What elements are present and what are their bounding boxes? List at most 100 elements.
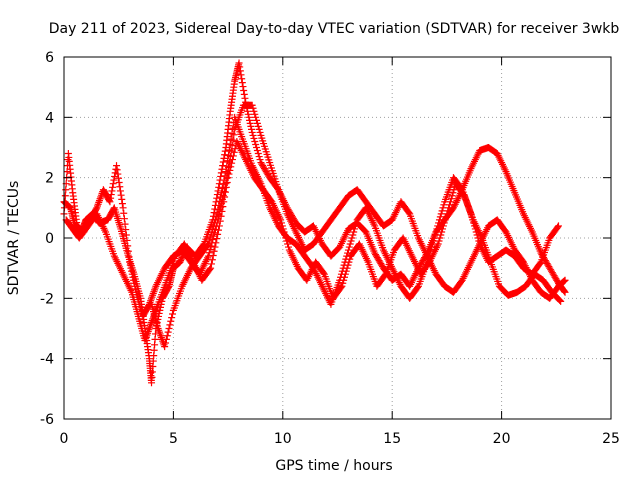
data-point (256, 128, 264, 136)
data-point (319, 269, 327, 277)
y-tick-label: 0 (45, 231, 54, 247)
data-point (241, 94, 249, 102)
data-point (116, 187, 124, 195)
data-point (223, 162, 231, 170)
data-point (350, 228, 358, 236)
data-point (220, 154, 228, 162)
data-point (163, 332, 171, 340)
data-point (228, 130, 236, 138)
data-point (348, 234, 356, 242)
data-point (251, 137, 259, 145)
data-point (109, 183, 117, 191)
data-point (217, 193, 225, 201)
data-point (277, 216, 285, 224)
data-point (122, 226, 130, 234)
data-point (126, 258, 134, 266)
data-point (337, 273, 345, 281)
data-point (216, 217, 224, 225)
data-point (162, 339, 170, 347)
x-tick-label: 15 (383, 431, 401, 447)
x-tick-label: 0 (60, 431, 69, 447)
data-point (114, 170, 122, 178)
data-point (218, 189, 226, 197)
data-point (119, 204, 127, 212)
data-point (128, 270, 136, 278)
data-point (347, 237, 355, 245)
data-point (123, 236, 131, 244)
data-point (215, 183, 223, 191)
y-tick-label: -2 (40, 291, 54, 307)
data-point (229, 152, 237, 160)
data-point (431, 231, 439, 239)
x-tick-label: 5 (169, 431, 178, 447)
data-point (217, 212, 225, 220)
data-point (210, 209, 218, 217)
data-point (127, 264, 135, 272)
data-point (249, 104, 257, 112)
data-point (120, 209, 128, 217)
data-point (213, 235, 221, 243)
data-point (229, 124, 237, 132)
data-point (246, 119, 254, 127)
data-point (414, 283, 422, 291)
data-point (225, 151, 233, 159)
data-point (116, 183, 124, 191)
data-point (471, 225, 479, 233)
data-point (130, 279, 138, 287)
data-point (245, 113, 253, 121)
data-point (226, 166, 234, 174)
data-point (161, 343, 169, 351)
data-point (131, 282, 139, 290)
data-point (211, 205, 219, 213)
data-point (219, 158, 227, 166)
data-point (106, 198, 114, 206)
data-point (209, 225, 217, 233)
data-point (209, 251, 217, 259)
data-point (428, 240, 436, 248)
data-point (427, 246, 435, 254)
y-tick-label: 6 (45, 50, 54, 66)
data-point (284, 243, 292, 251)
data-point (238, 79, 246, 87)
data-point (204, 240, 212, 248)
data-point (219, 203, 227, 211)
data-point (424, 255, 432, 263)
data-point (165, 325, 173, 332)
data-point (435, 216, 443, 224)
data-point (222, 183, 230, 191)
data-point (432, 228, 440, 236)
data-point (434, 222, 442, 230)
data-point (120, 215, 128, 223)
data-point (560, 277, 568, 285)
data-point (345, 243, 353, 251)
data-point (110, 176, 118, 184)
data-point (206, 265, 214, 273)
data-point (218, 165, 226, 173)
data-point (221, 151, 229, 159)
data-point (251, 110, 259, 118)
data-point (215, 180, 223, 188)
data-point (227, 135, 235, 143)
data-point (560, 277, 568, 285)
data-point (113, 166, 121, 174)
data-point (121, 220, 129, 228)
data-point (208, 228, 216, 236)
data-point (338, 282, 346, 290)
data-point (250, 134, 258, 142)
data-point (344, 246, 352, 254)
data-point (557, 297, 565, 305)
data-point (239, 83, 247, 91)
data-point (423, 258, 431, 266)
data-point (219, 162, 227, 170)
data-point (435, 219, 443, 227)
data-point (217, 172, 225, 180)
x-tick-label: 20 (493, 431, 511, 447)
data-point (124, 247, 132, 255)
data-point (247, 122, 255, 130)
data-point (556, 296, 564, 304)
data-point (252, 140, 260, 148)
data-point (339, 264, 347, 272)
data-point (212, 198, 220, 206)
data-point (218, 185, 226, 193)
data-point (351, 225, 359, 233)
